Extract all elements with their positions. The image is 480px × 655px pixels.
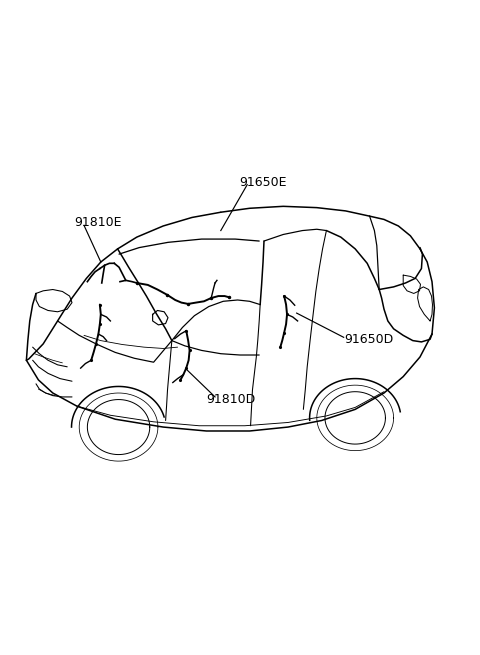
Text: 91810E: 91810E [74, 216, 122, 229]
Text: 91650E: 91650E [239, 176, 287, 189]
Text: 91650D: 91650D [345, 333, 394, 346]
Text: 91810D: 91810D [206, 393, 256, 406]
